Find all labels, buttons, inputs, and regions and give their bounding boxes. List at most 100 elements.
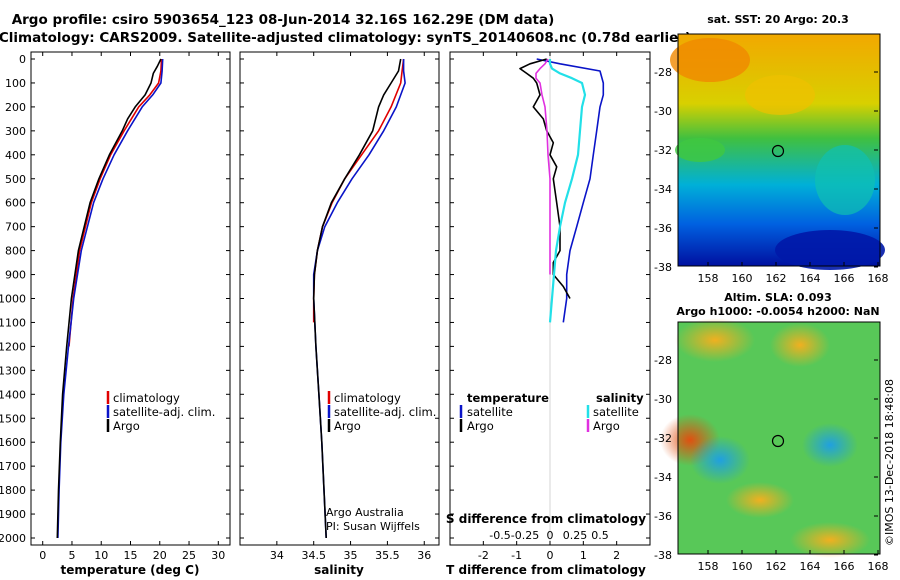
depth-tick-label: 1600 — [0, 436, 26, 449]
map-lat-label: -38 — [654, 261, 672, 274]
sst-green-patch — [675, 138, 725, 162]
temperature-legend: climatology satellite-adj. clim. Argo — [106, 391, 215, 433]
legend-header-salinity: salinity — [596, 391, 644, 405]
legend-t-argo: Argo — [467, 419, 494, 433]
s-diff-tick-label: 0.25 — [563, 529, 588, 542]
x-tick-label: 5 — [68, 549, 75, 562]
salinity-axes — [239, 51, 440, 546]
depth-tick-label: 300 — [5, 125, 26, 138]
sla-title-line1: Altim. SLA: 0.093 — [724, 291, 831, 304]
x-tick-label: 35 — [344, 549, 358, 562]
salinity-series — [312, 58, 406, 539]
sla-negative-anomaly — [802, 423, 858, 467]
series-s-argo — [535, 58, 551, 275]
sst-cold-patch — [775, 230, 885, 270]
series-t-satellite — [536, 58, 605, 323]
map-lat-label: -30 — [654, 393, 672, 406]
map-lon-label: 166 — [834, 272, 855, 285]
map-lon-label: 164 — [800, 272, 821, 285]
map-lat-label: -30 — [654, 105, 672, 118]
map-lat-label: -28 — [654, 66, 672, 79]
map-lat-label: -28 — [654, 354, 672, 367]
map-lat-label: -36 — [654, 222, 672, 235]
difference-xlabel: T difference from climatology — [446, 563, 646, 577]
temperature-series — [56, 58, 164, 539]
depth-tick-label: 200 — [5, 101, 26, 114]
salinity-xlabel: salinity — [314, 563, 364, 577]
depth-tick-label: 1000 — [0, 293, 26, 306]
depth-tick-label: 0 — [19, 53, 26, 66]
depth-tick-label: 1400 — [0, 388, 26, 401]
x-tick-label: 25 — [182, 549, 196, 562]
legend-satellite: satellite-adj. clim. — [334, 405, 436, 419]
map-lon-label: 160 — [732, 560, 753, 573]
sst-map — [670, 33, 885, 270]
x-axes: 0 5 10 15 20 25 30 34 34.5 35 35.5 36 -2 -1 0 1 2 -0.5 -0.… — [39, 52, 620, 562]
difference-top-xlabel: S difference from climatology — [446, 512, 646, 526]
sla-positive-anomaly — [790, 522, 870, 558]
x-tick-label: 1 — [580, 549, 587, 562]
sla-title-line2: Argo h1000: -0.0054 h2000: NaN — [676, 305, 879, 318]
title-line1: Argo profile: csiro 5903654_123 08-Jun-2… — [12, 12, 555, 28]
sst-map-frame — [677, 33, 881, 267]
legend-climatology: climatology — [334, 391, 401, 405]
sst-warm-patch — [745, 75, 815, 115]
map-lon-label: 162 — [766, 560, 787, 573]
x-tick-label: 34 — [270, 549, 284, 562]
series-t-argo — [519, 58, 571, 299]
difference-legend: temperature salinity satellite Argo sate… — [459, 391, 644, 433]
sla-positive-anomaly — [726, 482, 794, 518]
depth-tick-label: 1900 — [0, 508, 26, 521]
x-tick-label: 34.5 — [301, 549, 326, 562]
legend-s-argo: Argo — [593, 419, 620, 433]
sla-negative-anomaly — [690, 436, 750, 484]
depth-tick-label: 1200 — [0, 340, 26, 353]
map-lon-label: 160 — [732, 272, 753, 285]
depth-tick-label: 1100 — [0, 316, 26, 329]
title-line2: Climatology: CARS2009. Satellite-adjuste… — [0, 30, 691, 46]
legend-satellite: satellite-adj. clim. — [113, 405, 215, 419]
series-satellite-adj-clim- — [312, 59, 406, 539]
s-diff-tick-label: 0 — [547, 529, 554, 542]
x-tick-label: 0 — [39, 549, 46, 562]
map-lat-label: -32 — [654, 432, 672, 445]
sla-map-axes: -28 -30 -32 -34 -36 -38 158 160 162 164 166 168 — [654, 354, 888, 573]
legend-argo: Argo — [113, 419, 140, 433]
depth-tick-label: 600 — [5, 197, 26, 210]
map-lat-label: -38 — [654, 549, 672, 562]
s-diff-tick-label: -0.5 — [489, 529, 510, 542]
map-lon-label: 158 — [698, 560, 719, 573]
sla-positive-anomaly — [770, 323, 830, 367]
depth-tick-label: 400 — [5, 149, 26, 162]
x-tick-label: 0 — [547, 549, 554, 562]
map-lat-label: -34 — [654, 471, 672, 484]
depth-tick-label: 100 — [5, 77, 26, 90]
argo-float-marker — [771, 144, 785, 158]
series-satellite-adj-clim- — [57, 58, 164, 539]
s-diff-tick-label: 0.5 — [591, 529, 609, 542]
x-tick-label: -2 — [478, 549, 489, 562]
depth-tick-label: 500 — [5, 173, 26, 186]
x-tick-label: 20 — [153, 549, 167, 562]
argo-float-marker — [771, 434, 785, 448]
series-argo — [312, 58, 402, 539]
map-lon-label: 164 — [800, 560, 821, 573]
salinity-legend: climatology satellite-adj. clim. Argo — [327, 391, 436, 433]
sst-map-title: sat. SST: 20 Argo: 20.3 — [707, 13, 849, 26]
depth-tick-label: 2000 — [0, 532, 26, 545]
temperature-xlabel: temperature (deg C) — [61, 563, 200, 577]
s-diff-tick-label: -0.25 — [511, 529, 539, 542]
series-climatology — [68, 58, 163, 347]
series-argo — [56, 58, 162, 539]
map-lon-label: 166 — [834, 560, 855, 573]
depth-tick-label: 1500 — [0, 412, 26, 425]
depth-tick-label: 1700 — [0, 460, 26, 473]
difference-series — [519, 52, 605, 545]
legend-t-satellite: satellite — [467, 405, 513, 419]
sla-map — [660, 318, 881, 558]
sst-cool-patch — [815, 145, 875, 215]
depth-tick-label: 900 — [5, 269, 26, 282]
map-lat-label: -34 — [654, 183, 672, 196]
series-climatology — [312, 58, 405, 323]
